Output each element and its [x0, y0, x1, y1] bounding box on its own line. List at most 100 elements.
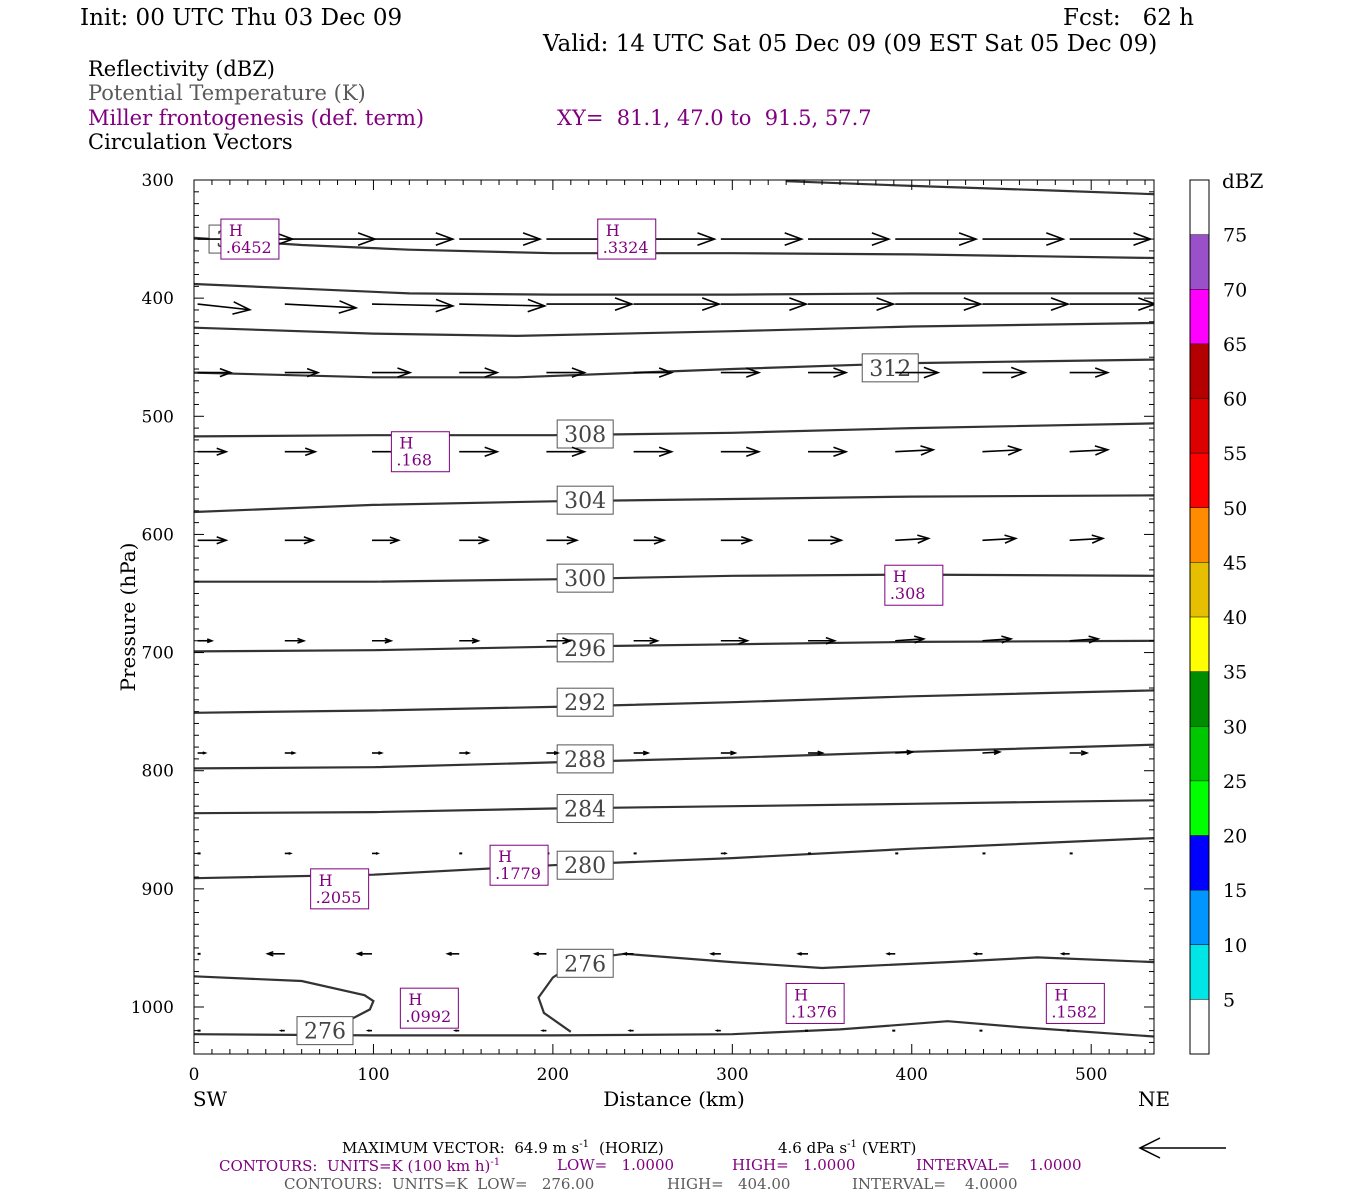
circulation-vector [459, 298, 548, 313]
vector-head [553, 750, 561, 756]
vector-head [1010, 366, 1028, 379]
contour-label-box [556, 485, 614, 515]
contour-label-box [556, 948, 614, 978]
vector-head [571, 367, 587, 378]
colorbar-segment [1190, 780, 1209, 836]
high-box [399, 987, 459, 1029]
circulation-vector [546, 367, 587, 378]
unit-superscript: -1 [579, 1139, 589, 1150]
y-tick-label: 500 [142, 407, 174, 427]
vector-head [522, 232, 543, 246]
circulation-vector [197, 638, 215, 644]
x-end-label-left: SW [193, 1087, 228, 1111]
vector-head [566, 535, 580, 545]
vector-shaft [371, 303, 453, 307]
contour-lines [194, 180, 1154, 1038]
contour-label: 288 [564, 748, 606, 773]
vector-head [290, 751, 297, 755]
frontogenesis-high: H.3324 [597, 218, 657, 260]
vector-head [288, 851, 293, 855]
vector-head [216, 536, 229, 545]
theta-interval: INTERVAL= 4.0000 [852, 1175, 1018, 1193]
circulation-vector [633, 297, 722, 311]
colorbar-label: 60 [1223, 389, 1247, 411]
x-axis-label: Distance (km) [603, 1087, 745, 1111]
high-box [220, 218, 280, 260]
circulation-vector [284, 851, 293, 855]
circulation-vector [895, 635, 927, 644]
vector-head [355, 951, 363, 957]
vector-head [384, 637, 394, 644]
circulation-vector [459, 637, 481, 644]
vector-head [642, 750, 651, 756]
colorbar-label: 25 [1223, 771, 1247, 793]
vector-field [197, 232, 1154, 1032]
vector-head [746, 367, 762, 378]
vector-shaft [982, 751, 1000, 754]
horiz-label: (HORIZ) [598, 1139, 664, 1157]
contour-label: 292 [564, 691, 606, 716]
contour-label-box [556, 794, 614, 824]
high-box [884, 564, 944, 606]
circulation-vector [546, 535, 580, 545]
vector-shaft [982, 638, 1012, 642]
contour-label: 304 [564, 489, 606, 514]
circulation-vector [546, 637, 573, 645]
vector-head [471, 637, 481, 644]
colorbar-segment [1190, 398, 1209, 454]
colorbar-segment [1190, 999, 1209, 1054]
colorbar-label: 40 [1223, 607, 1247, 629]
colorbar-segment [1190, 617, 1209, 672]
frontogenesis-high: H.2055 [310, 868, 370, 910]
vector-head [219, 367, 234, 378]
vector-head [697, 232, 717, 246]
vector-head [389, 536, 401, 545]
vector-shaft [1069, 449, 1108, 453]
contour-label-box [861, 353, 919, 383]
vector-head [658, 446, 674, 458]
circulation-vector [1059, 952, 1070, 956]
frontogenesis-high: H.1582 [1045, 982, 1105, 1024]
circulation-vector [459, 446, 500, 458]
colorbar-label: 50 [1223, 498, 1247, 520]
circulation-vector [720, 232, 804, 246]
colorbar-segment [1190, 726, 1209, 781]
valid-time: Valid: 14 UTC Sat 05 Dec 09 (09 EST Sat … [543, 31, 1158, 57]
circulation-vector [372, 637, 394, 644]
colorbar-segment [1190, 671, 1209, 727]
circulation-vector [372, 232, 456, 246]
vector-shaft [284, 303, 357, 309]
vector-head [627, 1029, 632, 1032]
contour-label: 276 [564, 952, 606, 977]
circulation-vector [808, 636, 837, 645]
vector-shaft [197, 303, 250, 311]
y-tick-label: 700 [142, 644, 174, 664]
circulation-vector [633, 750, 651, 756]
vector-head [871, 232, 892, 246]
y-tick-label: 1000 [131, 998, 174, 1018]
circulation-vector [1069, 534, 1106, 544]
colorbar-label: 75 [1223, 225, 1247, 247]
circulation-vector [546, 446, 587, 458]
field-circulation-vectors: Circulation Vectors [88, 130, 293, 154]
vector-head [478, 536, 491, 545]
frontogenesis-high: H.1779 [489, 844, 549, 886]
high-value: .0992 [405, 1007, 451, 1026]
frontogenesis-high: HIGH= 1.0000 [732, 1156, 856, 1174]
circulation-vector [1069, 297, 1154, 311]
circulation-vector [720, 750, 738, 756]
vector-head [527, 298, 548, 313]
y-tick-label: 300 [142, 171, 174, 191]
high-marker: H [498, 847, 512, 866]
x-tick-label: 100 [357, 1065, 389, 1085]
vector-head [571, 446, 587, 458]
theta-contour-line [194, 422, 1154, 438]
x-tick-label: 200 [537, 1065, 569, 1085]
vector-head [740, 535, 754, 545]
high-value: .1376 [791, 1002, 837, 1021]
vector-head [621, 951, 628, 956]
circulation-vector [459, 367, 500, 378]
contour-label-box [296, 1016, 354, 1046]
theta-high: HIGH= 404.00 [667, 1175, 791, 1193]
